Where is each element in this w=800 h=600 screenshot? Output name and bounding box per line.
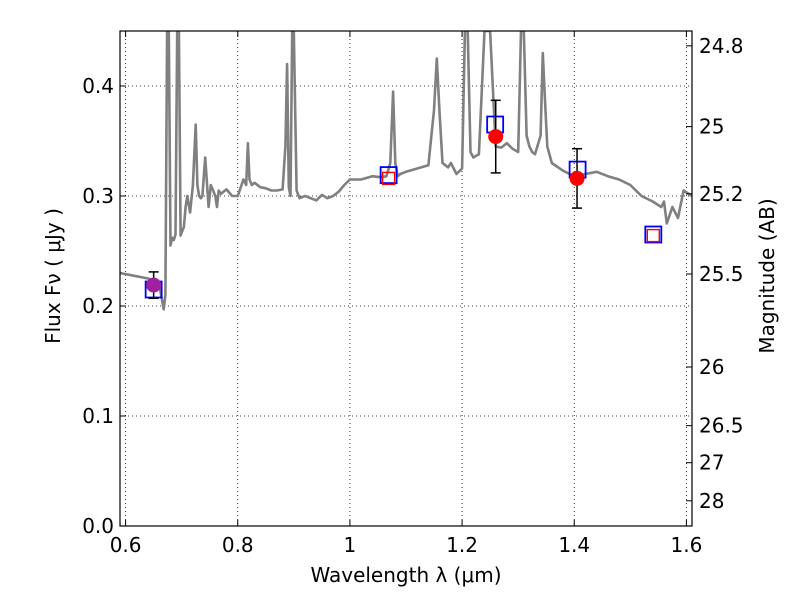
- y2-tick-label: 25.2: [699, 182, 744, 206]
- y2-tick-label: 25: [699, 115, 724, 139]
- x-axis-label: Wavelength λ (μm): [310, 563, 501, 587]
- y2-tick-label: 24.8: [699, 34, 744, 58]
- observed-point: [569, 170, 585, 186]
- y-axis-label: Flux Fν ( μJy ): [41, 208, 65, 344]
- model-red-square: [381, 171, 396, 186]
- x-tick-label: 0.8: [222, 533, 254, 557]
- model-red-square: [646, 228, 661, 243]
- y-tick-label: 0.0: [82, 514, 114, 538]
- model-blue-square: [379, 166, 398, 185]
- spectrum-line: [120, 31, 692, 311]
- y-tick-label: 0.3: [82, 184, 114, 208]
- model-blue-square: [644, 225, 663, 244]
- y2-tick-label: 27: [699, 451, 724, 475]
- y-tick-label: 0.1: [82, 404, 114, 428]
- spectrum-layer: [120, 31, 692, 311]
- y-tick-label: 0.4: [82, 74, 114, 98]
- points-layer: [144, 99, 663, 300]
- observed-point: [488, 129, 504, 145]
- axis-ticks: 0.6 0.8 1 1.2 1.4 1.6 0.0 0.1 0.2 0.3 0.4 24.8 25 25.…: [82, 31, 744, 557]
- observed-point: [146, 277, 162, 293]
- x-tick-label: 1: [344, 533, 357, 557]
- plot-frame: [119, 30, 693, 527]
- y2-tick-label: 28: [699, 489, 724, 513]
- x-tick-label: 0.6: [110, 533, 142, 557]
- y2-axis-label: Magnitude (AB): [755, 198, 779, 353]
- grid: [120, 31, 692, 527]
- x-tick-label: 1.2: [446, 533, 478, 557]
- y2-tick-label: 25.5: [699, 262, 744, 286]
- y2-tick-label: 26: [699, 355, 724, 379]
- y-tick-label: 0.2: [82, 294, 114, 318]
- x-tick-label: 1.6: [670, 533, 702, 557]
- x-tick-label: 1.4: [558, 533, 590, 557]
- y2-tick-label: 26.5: [699, 414, 744, 438]
